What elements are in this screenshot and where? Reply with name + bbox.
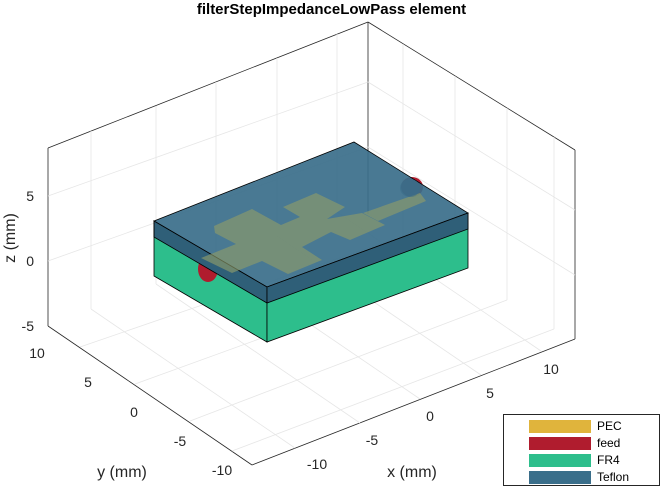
legend-item-feed[interactable]: feed xyxy=(529,436,620,450)
x-tick-label: -10 xyxy=(307,456,327,472)
x-tick-label: 10 xyxy=(543,361,559,377)
legend-item-teflon[interactable]: Teflon xyxy=(529,470,629,484)
z-tick-label: 5 xyxy=(26,188,34,204)
z-tick-label: 0 xyxy=(26,253,34,269)
y-tick-label: 10 xyxy=(29,345,45,361)
chart-title: filterStepImpedanceLowPass element xyxy=(196,1,467,18)
y-axis-label: y (mm) xyxy=(97,464,147,481)
y-tick-label: 0 xyxy=(130,404,138,420)
y-tick-label: -10 xyxy=(212,462,232,478)
z-tick-label: -5 xyxy=(22,318,35,334)
axes-box xyxy=(47,21,576,466)
x-tick-label: -5 xyxy=(366,432,379,448)
legend-swatch xyxy=(529,453,591,467)
feed-port-back-overlay xyxy=(400,179,420,197)
pec-trace xyxy=(201,193,426,274)
y-axis: 10 5 0 -5 -10 y (mm) xyxy=(29,345,232,481)
legend-label: Teflon xyxy=(597,470,630,484)
y-tick-label: -5 xyxy=(174,433,187,449)
legend-label: FR4 xyxy=(597,453,620,467)
x-axis: -10 -5 0 5 10 x (mm) xyxy=(307,361,559,481)
legend[interactable]: PEC feed FR4 Teflon xyxy=(503,414,660,486)
y-tick-label: 5 xyxy=(84,374,92,390)
legend-swatch xyxy=(529,419,591,433)
legend-swatch xyxy=(529,470,591,484)
legend-swatch xyxy=(529,436,591,450)
legend-label: feed xyxy=(597,436,621,450)
legend-item-fr4[interactable]: FR4 xyxy=(529,453,620,467)
legend-label: PEC xyxy=(597,419,622,433)
x-axis-label: x (mm) xyxy=(387,464,437,481)
z-axis: 5 0 -5 z (mm) xyxy=(2,188,34,334)
legend-item-pec[interactable]: PEC xyxy=(529,419,622,433)
x-tick-label: 5 xyxy=(486,385,494,401)
z-axis-label: z (mm) xyxy=(2,213,19,263)
x-tick-label: 0 xyxy=(426,408,434,424)
